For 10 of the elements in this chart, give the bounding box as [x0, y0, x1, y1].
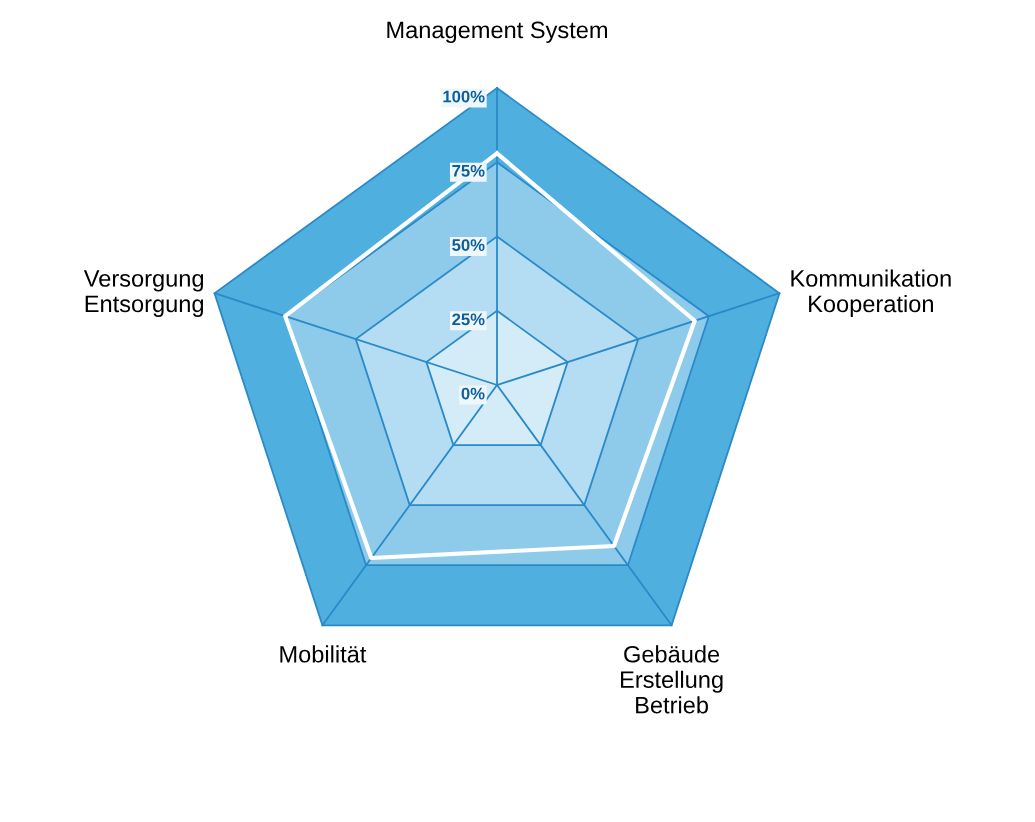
y-tick-label: 0% — [461, 387, 485, 400]
spoke-label: Mobilität — [280, 645, 367, 663]
spoke-label: Management System — [387, 21, 607, 43]
spoke-label: Versorgung Entsorgung — [83, 270, 204, 317]
y-tick-label: 50% — [452, 239, 485, 251]
spoke-label: Gebäude Erstellung Betrieb — [621, 645, 723, 714]
y-tick-label: 75% — [452, 164, 485, 177]
y-tick-label: 25% — [452, 313, 485, 326]
spoke-label: Kommunikation Kooperation — [791, 269, 951, 317]
y-tick-label: 100% — [443, 90, 485, 103]
